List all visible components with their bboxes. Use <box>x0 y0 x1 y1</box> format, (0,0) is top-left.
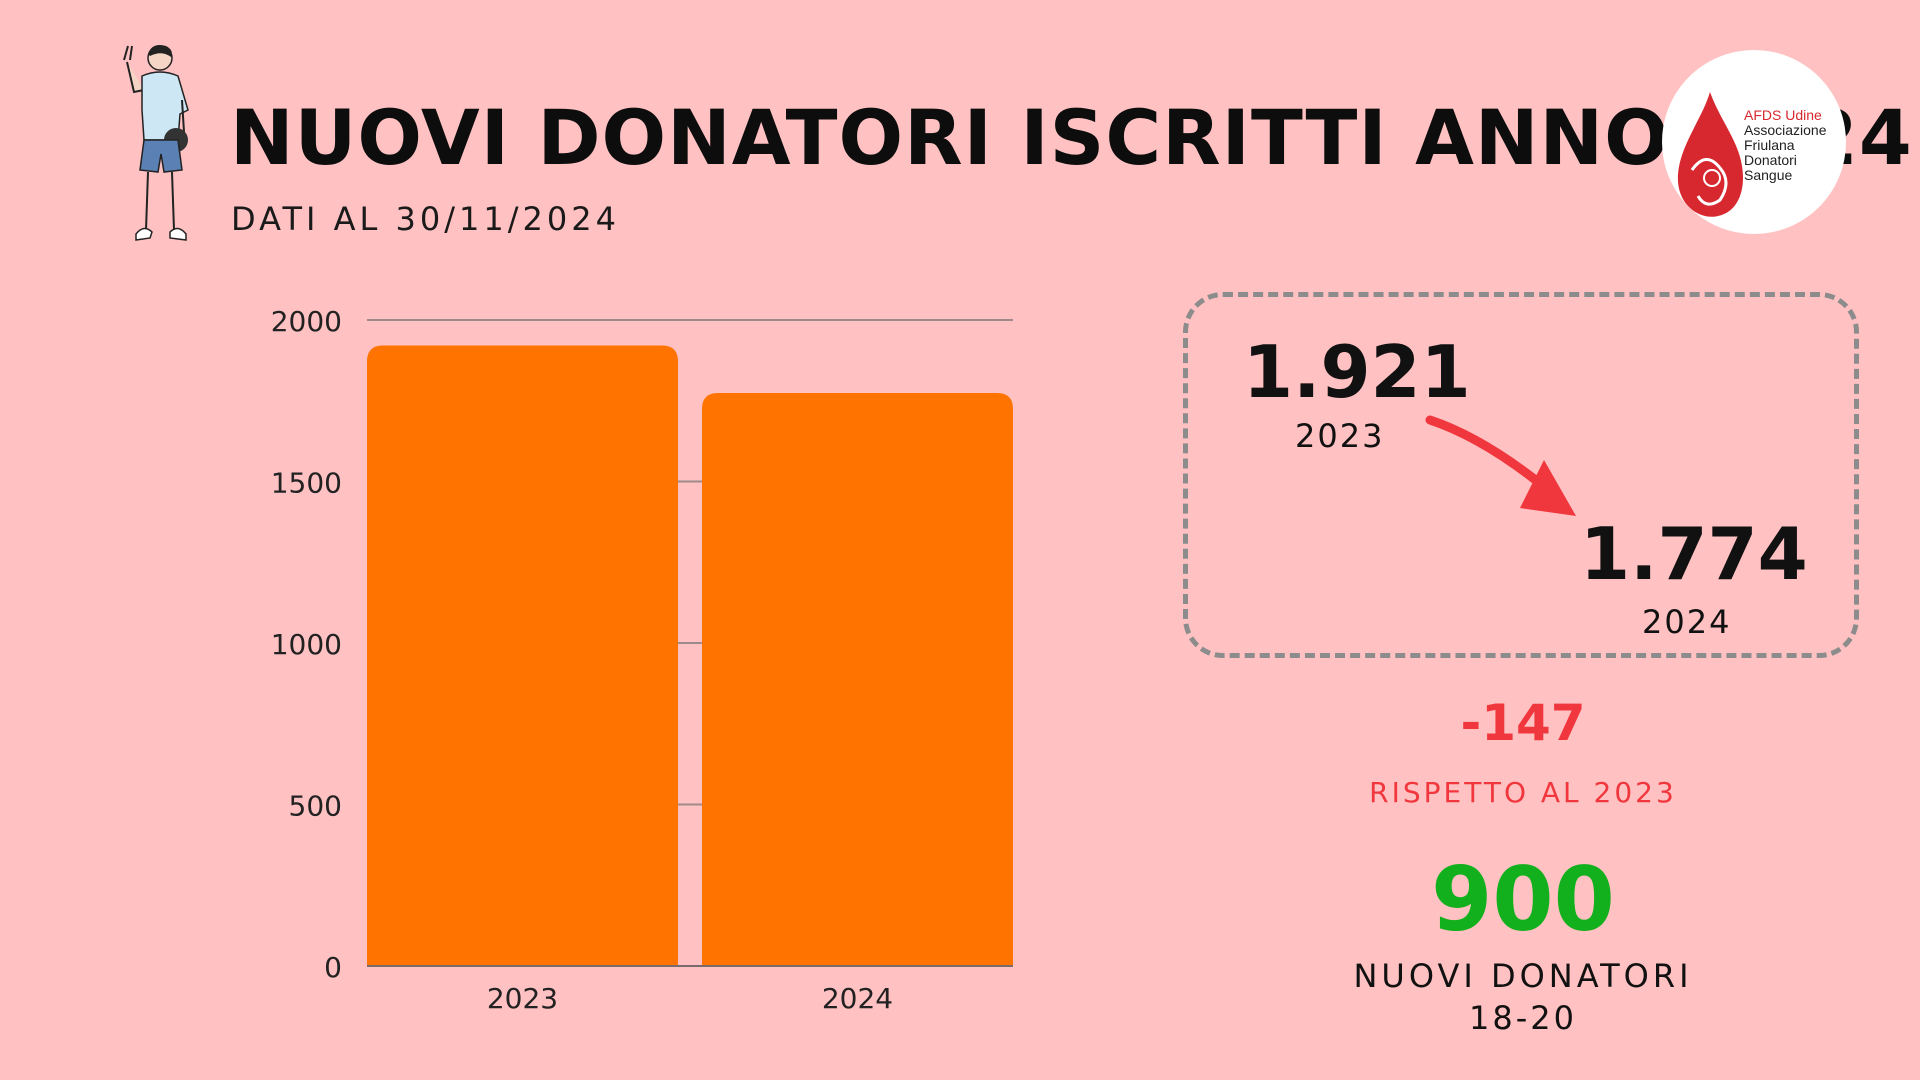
curr-year-label: 2024 <box>1642 603 1732 641</box>
logo-line: Friulana <box>1744 137 1795 153</box>
bar-chart: 0 500 1000 1500 2000 2023 2024 <box>271 305 1013 1015</box>
decrease-arrow-icon <box>1425 415 1576 516</box>
logo-line: Donatori <box>1744 152 1797 168</box>
young-donors-label: NUOVI DONATORI <box>1353 957 1693 995</box>
y-tick-label: 0 <box>324 951 342 984</box>
comparison-box <box>1183 292 1859 658</box>
y-tick-label: 1000 <box>271 628 342 661</box>
young-donors-age-range: 18-20 <box>1469 999 1577 1037</box>
logo-line: Associazione <box>1744 122 1827 138</box>
bar-2024 <box>702 392 1013 966</box>
y-tick-label: 2000 <box>271 305 342 338</box>
blood-drop-icon <box>1677 92 1743 217</box>
logo-text: AFDS Udine Associazione Friulana Donator… <box>1744 108 1827 183</box>
page-subtitle: DATI AL 30/11/2024 <box>231 200 620 238</box>
person-illustration <box>123 45 189 241</box>
logo-line: Sangue <box>1744 167 1793 183</box>
young-donors-value: 900 <box>1431 848 1615 951</box>
logo-brand-short: AFDS Udine <box>1744 107 1822 123</box>
delta-value: -147 <box>1460 694 1586 752</box>
y-tick-label: 500 <box>289 790 342 823</box>
curr-year-value: 1.774 <box>1580 512 1808 596</box>
y-tick-label: 1500 <box>271 467 342 500</box>
prev-year-value: 1.921 <box>1243 330 1471 414</box>
afds-logo: AFDS Udine Associazione Friulana Donator… <box>1662 50 1846 234</box>
bar-2023 <box>367 345 678 967</box>
page-title: NUOVI DONATORI ISCRITTI ANNO 2024 <box>230 93 1913 182</box>
x-tick-label: 2023 <box>487 982 558 1015</box>
prev-year-label: 2023 <box>1295 417 1385 455</box>
x-tick-label: 2024 <box>822 982 893 1015</box>
delta-label: RISPETTO AL 2023 <box>1369 776 1677 809</box>
